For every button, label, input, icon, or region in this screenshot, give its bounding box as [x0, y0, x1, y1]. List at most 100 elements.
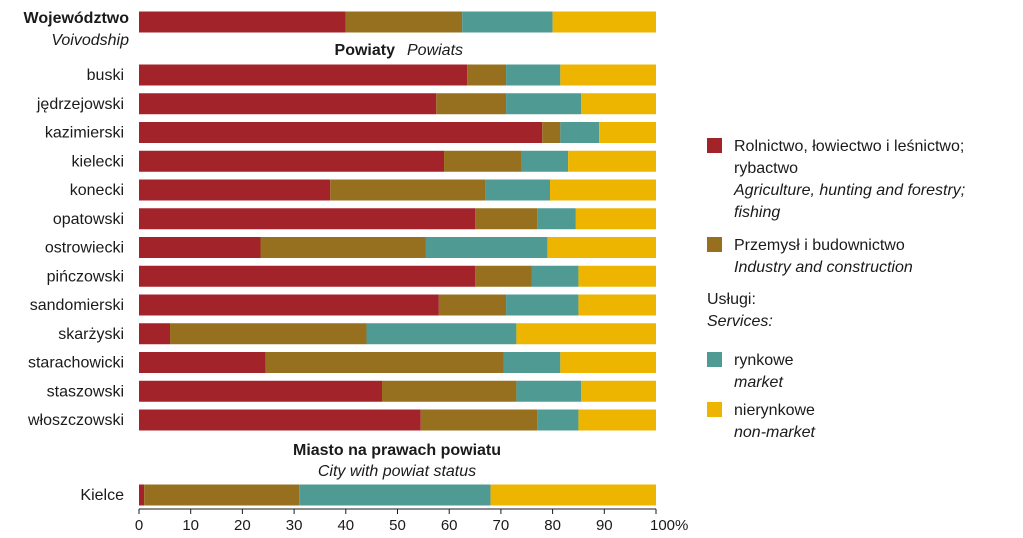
powiat-bar-2-segment-2 [436, 93, 507, 115]
voivodship-bar-segment-1 [139, 11, 346, 33]
powiats-heading-en: Powiats [407, 42, 463, 59]
legend-swatch-2 [707, 237, 722, 252]
powiat-bar-4-segment-2 [444, 150, 522, 172]
x-tick-label: 60 [441, 517, 458, 534]
powiat-bar-1-segment-4 [560, 64, 656, 86]
legend-label-en: non-market [734, 424, 815, 441]
x-tick-label: 50 [389, 517, 406, 534]
city-label: Kielce [80, 487, 124, 504]
powiat-bar-11-segment-2 [265, 352, 504, 373]
powiat-bar-8-segment-4 [578, 265, 656, 287]
powiat-bar-3-segment-3 [560, 122, 600, 143]
powiat-label: starachowicki [28, 355, 124, 372]
powiat-bar-7-segment-4 [547, 237, 656, 258]
powiat-bar-8-segment-3 [531, 265, 579, 287]
powiat-bar-9-segment-1 [139, 294, 439, 316]
powiat-bar-1-segment-3 [506, 64, 561, 86]
x-tick-label: 100% [650, 517, 688, 534]
powiat-bar-7-segment-2 [260, 237, 426, 258]
powiat-bar-9-segment-2 [438, 294, 507, 316]
powiat-bar-11-segment-4 [560, 352, 656, 373]
powiat-label: włoszczowski [27, 412, 124, 429]
legend-label-en: Industry and construction [734, 259, 913, 276]
powiat-bar-7-segment-3 [425, 237, 548, 258]
powiat-bar-6-segment-2 [475, 208, 538, 230]
services-heading: Usługi: [707, 291, 756, 308]
powiat-bar-2-segment-3 [506, 93, 582, 115]
powiat-bar-10-segment-3 [366, 323, 517, 345]
powiat-bar-13-segment-3 [537, 409, 579, 431]
legend-label: rybactwo [734, 160, 798, 177]
powiat-bar-5-segment-4 [550, 179, 656, 201]
legend-swatch-1 [707, 138, 722, 153]
services-heading-en: Services: [707, 313, 773, 330]
voivodship-label: Województwo [24, 10, 130, 27]
powiat-bar-2-segment-1 [139, 93, 437, 115]
powiat-bar-3-segment-1 [139, 122, 543, 143]
powiat-bar-10-segment-2 [170, 323, 367, 345]
legend-label: Przemysł i budownictwo [734, 237, 905, 254]
powiat-bar-1-segment-1 [139, 64, 468, 86]
legend-label-en: fishing [734, 204, 780, 221]
powiat-bar-6-segment-3 [537, 208, 576, 230]
powiat-label: pińczowski [47, 268, 124, 285]
powiat-bar-12-segment-1 [139, 380, 382, 402]
powiat-label: kazimierski [45, 125, 124, 142]
x-tick-label: 40 [337, 517, 354, 534]
powiat-label: opatowski [53, 211, 124, 228]
powiat-bar-13-segment-4 [578, 409, 656, 431]
powiat-bar-11-segment-3 [503, 352, 561, 373]
city-bar-segment-3 [299, 484, 491, 506]
powiat-bar-4-segment-4 [568, 150, 656, 172]
powiat-label: sandomierski [30, 297, 124, 314]
powiat-label: konecki [70, 182, 124, 199]
powiat-bar-7-segment-1 [139, 237, 261, 258]
x-tick-label: 90 [596, 517, 613, 534]
legend-label-en: Agriculture, hunting and forestry; [733, 182, 965, 199]
powiat-bar-13-segment-2 [420, 409, 538, 431]
voivodship-bar-segment-2 [345, 11, 463, 33]
legend-label: nierynkowe [734, 402, 815, 419]
powiat-bar-8-segment-2 [475, 265, 532, 287]
powiat-bar-9-segment-4 [578, 294, 656, 316]
city-heading-en: City with powiat status [318, 463, 476, 480]
x-tick-label: 20 [234, 517, 251, 534]
powiat-label: ostrowiecki [45, 240, 124, 257]
voivodship-label-en: Voivodship [51, 32, 129, 49]
city-bar-segment-2 [144, 484, 300, 506]
powiat-bar-9-segment-3 [506, 294, 579, 316]
powiat-bar-13-segment-1 [139, 409, 421, 431]
x-tick-label: 30 [286, 517, 303, 534]
powiat-label: staszowski [47, 383, 124, 400]
legend-label: Rolnictwo, łowiectwo i leśnictwo; [734, 138, 964, 155]
voivodship-bar-segment-4 [552, 11, 656, 33]
x-tick-label: 0 [135, 517, 143, 534]
voivodship-bar-segment-3 [462, 11, 553, 33]
powiat-bar-3-segment-2 [542, 122, 561, 143]
powiat-bar-5-segment-2 [330, 179, 486, 201]
powiat-bar-6-segment-1 [139, 208, 476, 230]
powiat-bar-12-segment-4 [581, 380, 656, 402]
legend-swatch-4 [707, 402, 722, 417]
x-tick-label: 80 [544, 517, 561, 534]
powiat-bar-5-segment-3 [485, 179, 551, 201]
powiat-label: skarżyski [58, 326, 124, 343]
powiat-bar-4-segment-1 [139, 150, 445, 172]
powiat-bar-10-segment-4 [516, 323, 656, 345]
powiat-label: buski [87, 67, 124, 84]
powiat-bar-6-segment-4 [575, 208, 656, 230]
powiat-bar-12-segment-3 [516, 380, 582, 402]
city-bar-segment-1 [139, 484, 145, 506]
powiat-bar-8-segment-1 [139, 265, 476, 287]
powiat-label: jędrzejowski [36, 96, 124, 113]
powiat-bar-5-segment-1 [139, 179, 331, 201]
powiat-bar-12-segment-2 [381, 380, 517, 402]
powiat-bar-11-segment-1 [139, 352, 266, 373]
powiat-bar-10-segment-1 [139, 323, 171, 345]
x-tick-label: 70 [493, 517, 510, 534]
city-bar-segment-4 [490, 484, 656, 506]
powiats-heading: Powiaty [335, 42, 396, 59]
x-tick-label: 10 [182, 517, 199, 534]
legend-label-en: market [734, 374, 783, 391]
